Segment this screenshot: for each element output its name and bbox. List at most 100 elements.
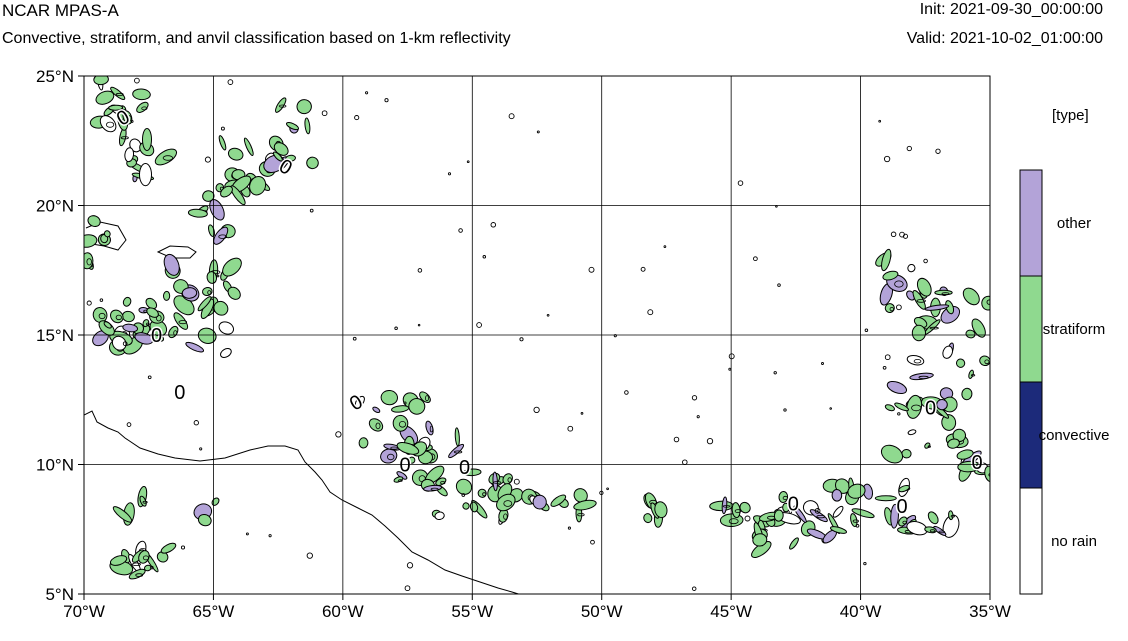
precip-speck (404, 585, 411, 592)
tick-label-lon: 55°W (451, 602, 493, 621)
precip-speck (902, 233, 909, 239)
precip-cell (243, 137, 254, 157)
precip-speck (567, 425, 574, 432)
precip-cell (984, 465, 990, 483)
precip-contour (135, 573, 144, 577)
precip-cell (773, 509, 784, 522)
precip-cell (306, 156, 319, 170)
legend-swatch (1019, 169, 1043, 277)
valid-time: Valid: 2021-10-02_01:00:00 (906, 30, 1103, 47)
precip-cell (202, 190, 215, 202)
precip-contour (894, 280, 904, 288)
coastline-south-america (84, 410, 521, 594)
precip-cell (654, 501, 668, 519)
tick-label-lon: 70°W (63, 602, 105, 621)
precip-cell (455, 478, 473, 495)
precip-contour (115, 314, 122, 321)
precip-cell (884, 404, 895, 412)
precip-cell (789, 537, 799, 550)
precip-speck (476, 322, 482, 328)
precip-cell (187, 208, 208, 218)
precip-cell (213, 300, 229, 316)
precip-cell (880, 444, 904, 464)
precip-cell (434, 511, 445, 521)
precip-cell (874, 495, 897, 502)
precip-speck (122, 341, 128, 347)
precip-contour (970, 374, 976, 377)
precip-cell (173, 312, 189, 330)
precip-contour (507, 477, 512, 483)
precip-contour (941, 292, 950, 295)
precip-speck (696, 415, 700, 419)
precip-cell (881, 248, 892, 272)
precip-contour (988, 472, 990, 477)
precip-cell (907, 429, 917, 436)
precip-contour (120, 136, 129, 140)
precip-cell (907, 263, 916, 273)
precip-contour (482, 492, 487, 497)
precip-contour (207, 290, 212, 295)
contour-label: 0 (399, 455, 410, 477)
precip-speck (821, 362, 824, 365)
precip-cell (927, 511, 939, 525)
precip-speck (744, 515, 751, 522)
precip-contour (902, 520, 908, 525)
precip-cell (886, 380, 908, 395)
precip-contour (577, 513, 585, 517)
precip-contour (728, 518, 739, 525)
precip-cell (249, 175, 267, 196)
precip-speck (199, 447, 203, 451)
precip-speck (150, 565, 154, 570)
precip-speck (466, 160, 470, 164)
precip-speck (335, 431, 342, 438)
precip-cell (122, 323, 139, 333)
precip-cell (197, 513, 212, 527)
precip-cell (218, 321, 235, 335)
precip-contour (916, 299, 926, 303)
precip-cell (894, 402, 909, 412)
legend-label: stratiform (1043, 321, 1106, 338)
precip-cell (961, 387, 973, 401)
precip-cell (272, 151, 283, 162)
precip-cell (719, 513, 744, 528)
precip-cell (112, 506, 133, 523)
precip-cell (103, 321, 112, 329)
contour-label: 0 (896, 496, 907, 518)
precip-contour (387, 453, 395, 461)
legend-title: [type] (1052, 107, 1089, 124)
precip-speck (417, 268, 423, 273)
precip-cell (154, 148, 178, 166)
precip-cell (936, 398, 948, 411)
precip-speck (923, 258, 928, 264)
precip-cell (227, 147, 244, 161)
precip-speck (588, 266, 595, 273)
precip-contour (938, 530, 946, 534)
precip-features (84, 76, 990, 592)
precip-cell (304, 117, 311, 135)
precip-speck (193, 420, 199, 426)
precip-speck (737, 180, 744, 186)
precip-contour (162, 155, 174, 161)
tick-label-lon: 45°W (710, 602, 752, 621)
precip-cell (220, 348, 232, 358)
precip-contour (722, 504, 731, 508)
precip-speck (864, 328, 869, 332)
precip-cell (110, 555, 128, 566)
precip-contour (127, 115, 132, 122)
precip-speck (606, 487, 609, 491)
precip-cell (139, 163, 152, 187)
precip-cell (916, 277, 932, 297)
precip-speck (394, 326, 398, 331)
contour-label: 0 (972, 452, 983, 474)
precip-speck (130, 119, 134, 123)
contour-label: 0 (174, 382, 185, 404)
precip-contour (132, 562, 141, 566)
precip-cell (532, 494, 547, 510)
tick-label-lat: 15°N (36, 326, 74, 345)
legend-label: no rain (1051, 533, 1097, 550)
precip-contour (141, 106, 148, 111)
tick-label-lon: 50°W (581, 602, 623, 621)
precip-speck (896, 304, 902, 311)
